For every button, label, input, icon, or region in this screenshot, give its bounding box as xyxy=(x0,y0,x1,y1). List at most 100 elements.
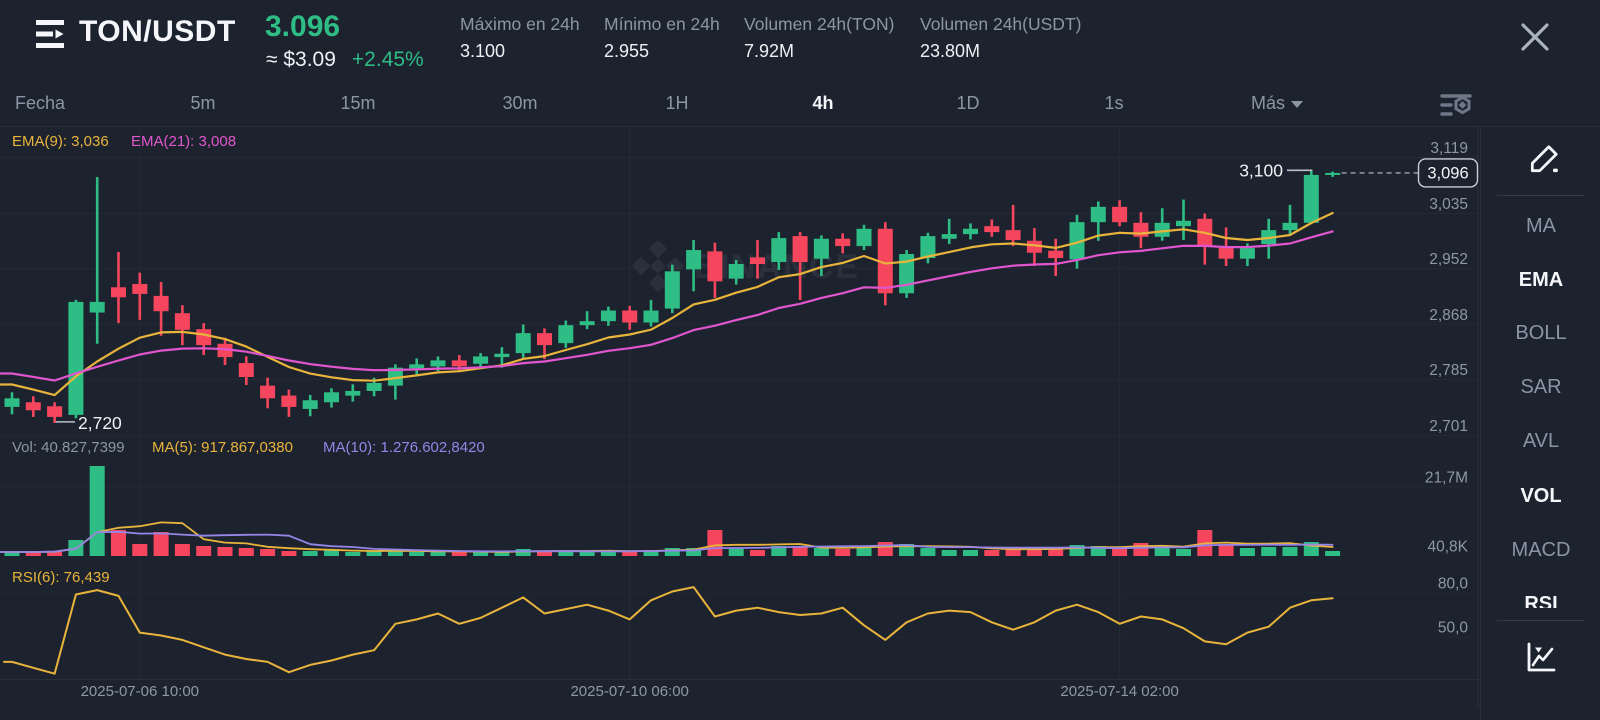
timeframe-4h[interactable]: 4h xyxy=(812,93,834,113)
volume-bar xyxy=(47,550,63,556)
stat-value: 7.92M xyxy=(744,41,795,61)
volume-bar xyxy=(1133,543,1149,556)
candle xyxy=(324,392,339,403)
x-tick-label: 2025-07-14 02:00 xyxy=(1060,683,1178,700)
indicator-ema[interactable]: EMA xyxy=(1518,269,1564,291)
volume-bar xyxy=(153,532,169,556)
timeframe-1s[interactable]: 1s xyxy=(1104,93,1124,113)
candle xyxy=(451,360,467,367)
x-axis-labels: 2025-07-06 10:00 2025-07-10 06:00 2025-07-… xyxy=(81,683,1179,700)
candle xyxy=(1303,174,1319,223)
ema21-legend: EMA(21): 3,008 xyxy=(131,133,236,150)
candle xyxy=(984,226,1000,233)
candle xyxy=(771,238,787,263)
y-tick-label: 2,868 xyxy=(1429,307,1468,324)
candle-bodies xyxy=(4,172,1341,417)
candle xyxy=(579,321,595,326)
candle xyxy=(1026,240,1042,253)
indicator-boll[interactable]: BOLL xyxy=(1515,322,1567,344)
indicator-macd[interactable]: MACD xyxy=(1511,539,1571,561)
last-price: 3.096 xyxy=(265,10,341,43)
volume-bar xyxy=(473,551,489,556)
candle xyxy=(494,353,510,358)
timeframe-1d[interactable]: 1D xyxy=(956,93,980,113)
volume-bar xyxy=(579,551,595,556)
timeframe-15m[interactable]: 15m xyxy=(340,93,376,113)
volume-bar xyxy=(4,551,20,556)
volume-bar xyxy=(217,546,233,556)
y-tick-label: 40,8K xyxy=(1427,539,1468,556)
volume-bar xyxy=(281,550,297,556)
candle xyxy=(877,228,893,294)
stat-value: 2.955 xyxy=(604,41,650,61)
candle xyxy=(643,310,659,323)
indicator-sar[interactable]: SAR xyxy=(1520,376,1562,398)
volume-bar xyxy=(174,543,190,556)
candle xyxy=(792,236,808,263)
timeframe-1h[interactable]: 1H xyxy=(665,93,689,113)
pane-legends: EMA(9): 3,036 EMA(21): 3,008 Vol: 40.827,7… xyxy=(12,133,485,586)
volume-bar xyxy=(451,551,467,556)
pair-selector-icon[interactable] xyxy=(36,20,64,50)
chart-style-icon[interactable] xyxy=(1523,640,1559,676)
candle xyxy=(111,287,126,298)
volume-bar xyxy=(537,550,552,556)
interval-settings-icon[interactable] xyxy=(1439,88,1473,122)
volume-bar xyxy=(515,548,531,556)
volume-legend: Vol: 40.827,7399 xyxy=(12,439,125,456)
y-tick-label: 3,035 xyxy=(1429,196,1468,213)
candle xyxy=(1239,248,1255,259)
candle xyxy=(1090,206,1106,223)
timeframe-5m[interactable]: 5m xyxy=(190,93,216,113)
volume-bar xyxy=(1026,548,1042,556)
volume-bar xyxy=(835,548,851,556)
indicator-avl[interactable]: AVL xyxy=(1522,430,1560,452)
volume-bar xyxy=(792,545,808,556)
candle xyxy=(600,310,616,322)
volume-bar xyxy=(89,466,105,556)
ema21-line xyxy=(0,230,1334,382)
candle xyxy=(68,301,84,415)
indicator-rsi[interactable]: RSI xyxy=(1524,593,1558,608)
candle xyxy=(1218,248,1234,259)
x-tick-label: 2025-07-10 06:00 xyxy=(570,683,688,700)
x-tick-label: 2025-07-06 10:00 xyxy=(81,683,199,700)
y-tick-label: 50,0 xyxy=(1438,620,1469,637)
candle xyxy=(345,390,361,396)
chevron-down-icon xyxy=(1291,100,1304,108)
candle xyxy=(664,271,680,309)
kline-chart[interactable]: BINANCE3,1193,0352,9522,8682,7852,70121,… xyxy=(0,126,1480,720)
stat-value: 3.100 xyxy=(460,41,506,61)
volume-bar xyxy=(25,551,41,556)
candle xyxy=(920,236,936,259)
candle xyxy=(132,283,148,294)
close-icon[interactable] xyxy=(1516,18,1554,56)
candle xyxy=(750,257,765,265)
volume-bar xyxy=(750,550,765,556)
timeframe-fecha[interactable]: Fecha xyxy=(14,93,66,113)
stat-label: Volumen 24h(TON) xyxy=(744,14,895,34)
indicator-vol[interactable]: VOL xyxy=(1520,485,1562,507)
candle xyxy=(1325,172,1341,175)
candle xyxy=(409,364,425,369)
indicator-ma[interactable]: MA xyxy=(1526,215,1556,237)
candle xyxy=(1282,222,1298,231)
volume-bar xyxy=(856,548,872,556)
fiat-price: ≈ $3.09 xyxy=(266,48,336,71)
volume-bar xyxy=(813,548,829,556)
volume-bar xyxy=(324,550,339,556)
timeframe-30m[interactable]: 30m xyxy=(502,93,538,113)
y-tick-label: 2,785 xyxy=(1429,362,1468,379)
candle xyxy=(430,360,446,367)
timeframe-más[interactable]: Más xyxy=(1251,93,1304,114)
low-annotation: 2,720 xyxy=(78,413,122,433)
drawing-tools-icon[interactable] xyxy=(1527,142,1561,176)
sidebar-divider xyxy=(1497,195,1585,196)
candle xyxy=(686,250,702,270)
y-tick-label: 2,952 xyxy=(1429,251,1468,268)
candle xyxy=(813,238,829,259)
candle xyxy=(25,402,41,411)
stat-label: Volumen 24h(USDT) xyxy=(920,14,1082,34)
indicator-list: MA EMA BOLL SAR AVL VOL MACD RSI xyxy=(1481,202,1600,608)
sidebar-divider xyxy=(1497,620,1585,621)
